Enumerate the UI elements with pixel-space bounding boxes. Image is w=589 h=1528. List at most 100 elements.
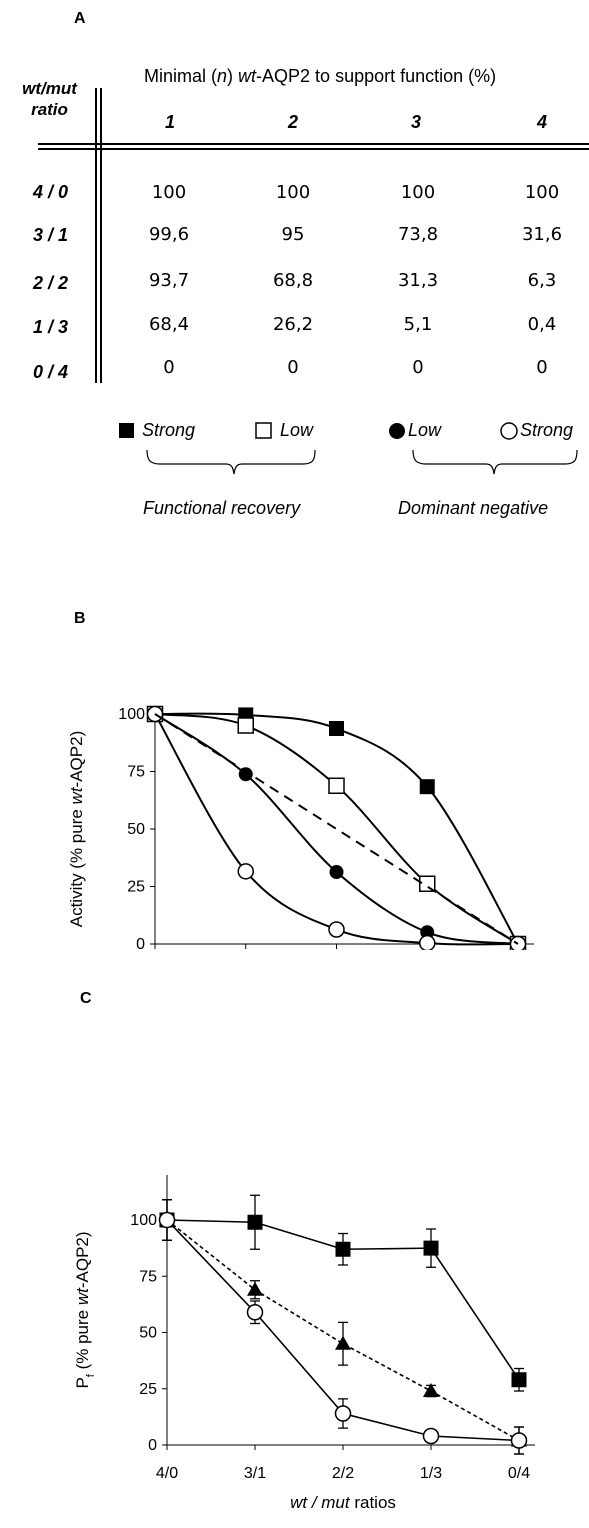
- legend-low-open: Low: [280, 420, 314, 440]
- open-circle-marker: [419, 934, 436, 950]
- open-square-marker: [237, 717, 254, 734]
- y-tick-label: 25: [127, 879, 145, 896]
- y-tick-label: 50: [139, 1325, 157, 1342]
- panel-c-label: C: [80, 990, 92, 1007]
- table-cell: 0: [163, 357, 175, 378]
- legend-group-functional: Functional recovery: [143, 498, 301, 518]
- x-axis-label: wt / mut ratios: [290, 1493, 396, 1512]
- table-cell: 5,1: [403, 314, 433, 335]
- header-part: ): [227, 66, 239, 86]
- filled-circle-marker: [329, 865, 344, 880]
- table-cell: 68,8: [272, 270, 314, 291]
- open-circle-marker: [510, 1432, 528, 1449]
- row-label: 2 / 2: [33, 273, 69, 293]
- row-label: 0 / 4: [33, 362, 69, 382]
- filled-square-legend-icon: [119, 423, 134, 438]
- header-part-wt: wt: [238, 66, 257, 86]
- table-cell: 68,4: [148, 314, 190, 335]
- series-line: [154, 713, 519, 945]
- filled-triangle-marker: [335, 1335, 351, 1350]
- table-cell: 100: [275, 182, 311, 203]
- table-cell: 100: [524, 182, 560, 203]
- group-bracket-dominant: [412, 449, 578, 475]
- column-header-2: 2: [287, 112, 298, 132]
- open-circle-marker: [158, 1211, 176, 1229]
- y-tick-label: 75: [139, 1268, 157, 1285]
- header-part: -AQP2 to support function (%): [256, 66, 497, 86]
- table-header-title: Minimal (n) wt-AQP2 to support function …: [144, 66, 496, 87]
- open-circle-marker: [334, 1405, 352, 1422]
- x-tick-label: 0/4: [508, 1465, 530, 1482]
- open-circle-marker: [246, 1304, 264, 1321]
- table-cell: 73,8: [397, 224, 439, 245]
- table-cell: 31,6: [521, 224, 563, 245]
- open-square-marker: [328, 777, 345, 795]
- header-part-n: n: [217, 66, 228, 86]
- column-header-1: 1: [164, 112, 175, 132]
- open-circle-legend-icon: [500, 422, 518, 440]
- table-cell: 0: [536, 357, 548, 378]
- group-bracket-functional: [146, 449, 316, 475]
- table-cell: 31,3: [397, 270, 439, 291]
- table-cell: 6,3: [527, 270, 557, 291]
- column-header-4: 4: [536, 112, 547, 132]
- y-tick-label: 75: [127, 764, 145, 781]
- open-square-marker: [419, 875, 436, 892]
- header-part: Minimal (: [144, 66, 218, 86]
- x-tick-label: 3/1: [244, 1465, 266, 1482]
- table-cell: 99,6: [148, 224, 190, 245]
- open-circle-marker: [328, 921, 345, 938]
- y-tick-label: 50: [127, 821, 145, 838]
- table-cell: 26,2: [272, 314, 314, 335]
- x-tick-label: 4/0: [156, 1465, 178, 1482]
- legend-strong-open: Strong: [520, 420, 574, 440]
- legend-low-filled: Low: [408, 420, 442, 440]
- filled-circle-marker: [238, 767, 253, 782]
- open-circle-marker: [422, 1427, 440, 1445]
- series-line: [154, 712, 519, 945]
- table-cell: 100: [151, 182, 187, 203]
- panel-a-label: A: [74, 10, 86, 27]
- row-label: 1 / 3: [33, 317, 69, 337]
- table-cell: 0,4: [527, 314, 557, 335]
- table-cell: 0: [287, 357, 299, 378]
- legend-strong-filled: Strong: [142, 420, 196, 440]
- table-cell: 95: [281, 224, 305, 245]
- panel-b-label: B: [74, 610, 86, 627]
- table-cell: 0: [412, 357, 424, 378]
- y-axis-label: Activity (% pure wt-AQP2): [67, 731, 86, 928]
- row-label: 4 / 0: [33, 182, 69, 202]
- table-corner-label: wt/mut ratio: [12, 78, 87, 120]
- filled-triangle-marker: [423, 1383, 439, 1397]
- x-tick-label: 2/2: [332, 1465, 354, 1482]
- pf-chart: 0 25 50 75 100 4/0 3/1 2/2 1/3 0/4 wt / mut ratios…: [73, 1175, 535, 1512]
- row-label: 3 / 1: [33, 225, 69, 245]
- y-tick-label: 100: [130, 1212, 157, 1229]
- table-cell: 100: [400, 182, 436, 203]
- column-header-3: 3: [410, 112, 421, 132]
- table-cell: 93,7: [148, 270, 190, 291]
- corner-line1: wt/mut: [22, 79, 77, 98]
- filled-circle-legend-icon: [389, 423, 405, 439]
- x-tick-label: 1/3: [420, 1465, 442, 1482]
- filled-square-marker: [335, 1241, 351, 1257]
- filled-square-marker: [419, 779, 435, 795]
- legend-graphics: [119, 422, 578, 475]
- y-tick-label: 25: [139, 1381, 157, 1398]
- open-square-legend-icon: [255, 422, 272, 439]
- filled-triangle-marker: [247, 1281, 263, 1296]
- filled-square-marker: [329, 720, 344, 736]
- series-line: [154, 713, 519, 946]
- y-axis-label: Pf (% pure wt-AQP2): [73, 1231, 97, 1388]
- table-grid-lines: [38, 88, 589, 383]
- legend-group-dominant: Dominant negative: [398, 498, 549, 518]
- filled-square-marker: [423, 1240, 439, 1256]
- open-circle-marker: [237, 863, 254, 880]
- y-tick-label: 0: [136, 936, 145, 950]
- corner-line2: ratio: [31, 100, 68, 119]
- filled-square-marker: [247, 1214, 263, 1230]
- y-tick-label: 100: [118, 706, 145, 723]
- y-tick-label: 0: [148, 1437, 157, 1454]
- filled-square-marker: [511, 1372, 527, 1388]
